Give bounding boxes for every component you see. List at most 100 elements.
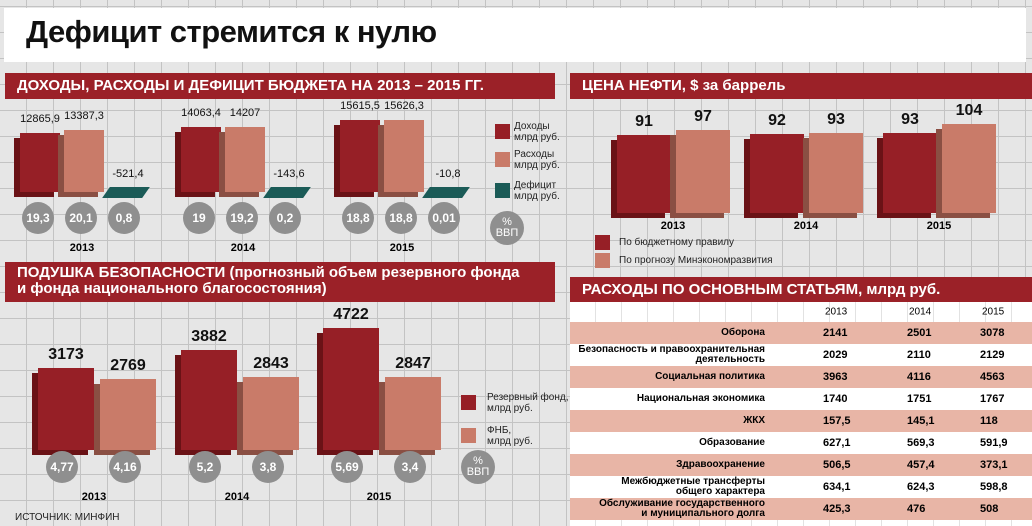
budget-year-label: 2014 <box>230 242 256 254</box>
row-label-line: Безопасность и правоохранительная <box>578 344 765 355</box>
table-cell-value: 4563 <box>980 371 1005 383</box>
legend-name: Расходы <box>514 149 555 160</box>
budget-bar-expenses-2015 <box>384 120 424 192</box>
legend-unit: млрд руб. <box>514 132 560 143</box>
oil-value-label: 104 <box>955 102 983 120</box>
budget-value-label: 14063,4 <box>181 107 221 120</box>
table-cell-value: 634,1 <box>823 481 851 493</box>
reserve-header-line1: ПОДУШКА БЕЗОПАСНОСТИ (прогнозный объем р… <box>17 264 520 281</box>
table-cell-value: 1751 <box>907 393 932 405</box>
row-label-line: Межбюджетные трансферты <box>621 476 765 487</box>
row-label-line: Образование <box>699 437 765 448</box>
table-cell-value: 1767 <box>980 393 1005 405</box>
expenses-table: 2013 2014 2015 Оборона 2141 2501 3078 Безопасно… <box>570 302 1032 526</box>
table-column-header: 2015 <box>982 306 1005 318</box>
budget-gdp-circle: 0,8 <box>108 202 140 234</box>
reserve-bar-reserve-fund-2013 <box>38 368 94 450</box>
reserve-header: ПОДУШКА БЕЗОПАСНОСТИ (прогнозный объем р… <box>5 262 555 302</box>
table-row-label: Оборона <box>721 328 765 338</box>
budget-value-label: 14207 <box>229 106 261 119</box>
budget-bar-income-2013 <box>20 132 60 192</box>
budget-legend-label: Дефицит млрд руб. <box>514 180 560 202</box>
table-row-label: ЖКХ <box>743 416 765 426</box>
reserve-bar-reserve-fund-2014 <box>181 349 237 450</box>
gdp-label: ВВП <box>466 466 490 478</box>
row-label-line: и муниципального долга <box>641 508 765 519</box>
oil-year-label: 2014 <box>793 220 819 232</box>
expenses-header: РАСХОДЫ ПО ОСНОВНЫМ СТАТЬЯМ, млрд руб. <box>570 277 1032 302</box>
table-row-label: Межбюджетные трансферты общего характера <box>621 477 765 497</box>
reserve-gdp-circle: 3,8 <box>252 451 284 483</box>
table-row: Здравоохранение 506,5 457,4 373,1 <box>570 454 1032 476</box>
table-row-label: Национальная экономика <box>637 394 765 404</box>
table-cell-value: 508 <box>980 503 999 515</box>
table-cell-value: 624,3 <box>907 481 935 493</box>
table-cell-value: 1740 <box>823 393 848 405</box>
reserve-year-label: 2015 <box>366 491 392 503</box>
oil-bar-forecast-2013 <box>676 130 730 213</box>
legend-name: Резервный фонд, <box>487 392 569 403</box>
gdp-percent-badge: % ВВП <box>490 211 524 245</box>
row-label-line: ЖКХ <box>743 415 765 426</box>
table-cell-value: 591,9 <box>980 437 1008 449</box>
table-row: Безопасность и правоохранительная деятель… <box>570 344 1032 366</box>
budget-header: ДОХОДЫ, РАСХОДЫ И ДЕФИЦИТ БЮДЖЕТА НА 201… <box>5 73 555 99</box>
budget-gdp-circle: 18,8 <box>385 202 417 234</box>
reserve-legend-label: Резервный фонд, млрд руб. <box>487 392 568 414</box>
budget-legend-label: Расходы млрд руб. <box>514 149 560 171</box>
budget-value-label: -521,4 <box>112 168 144 180</box>
reserve-value-label: 2847 <box>395 354 431 372</box>
oil-bar-forecast-2015 <box>942 124 996 213</box>
legend-name: Доходы <box>514 121 550 132</box>
oil-value-label: 93 <box>827 111 845 129</box>
oil-bar-rule-2014 <box>750 134 804 213</box>
budget-legend-swatch <box>495 183 510 198</box>
page-title: Дефицит стремится к нулю <box>26 14 437 49</box>
table-row: Образование 627,1 569,3 591,9 <box>570 432 1032 454</box>
oil-value-label: 97 <box>694 108 712 126</box>
reserve-bar-fnb-2013 <box>100 378 156 450</box>
table-cell-value: 2501 <box>907 327 932 339</box>
reserve-bar-reserve-fund-2015 <box>323 328 379 450</box>
legend-name: Дефицит <box>514 180 557 191</box>
reserve-year-label: 2013 <box>81 491 107 503</box>
table-row: Оборона 2141 2501 3078 <box>570 322 1032 344</box>
table-cell-value: 2129 <box>980 349 1005 361</box>
table-cell-value: 425,3 <box>823 503 851 515</box>
budget-value-label: 15615,5 <box>340 100 380 113</box>
row-label-line: Здравоохранение <box>676 459 765 470</box>
budget-gdp-circle: 0,2 <box>269 202 301 234</box>
table-row: Социальная политика 3963 4116 4563 <box>570 366 1032 388</box>
budget-bar-deficit-2015 <box>422 187 470 198</box>
budget-bar-income-2015 <box>340 120 380 192</box>
reserve-bar-fnb-2015 <box>385 376 441 450</box>
row-label-line: Национальная экономика <box>636 393 765 404</box>
reserve-legend-swatch <box>461 395 476 410</box>
reserve-gdp-circle: 4,77 <box>46 451 78 483</box>
table-row: Обслуживание государственного и муниципал… <box>570 498 1032 520</box>
gdp-percent-sign: % <box>473 455 483 467</box>
oil-value-label: 92 <box>768 112 786 130</box>
oil-legend-label: По бюджетному правилу <box>619 237 734 248</box>
oil-legend-label: По прогнозу Минэкономразвития <box>619 255 773 266</box>
table-cell-value: 3963 <box>823 371 848 383</box>
budget-gdp-circle: 18,8 <box>342 202 374 234</box>
table-column-header: 2014 <box>909 306 932 318</box>
table-cell-value: 476 <box>907 503 926 515</box>
budget-gdp-circle: 19,3 <box>22 202 54 234</box>
gdp-percent-badge: % ВВП <box>461 450 495 484</box>
table-row-label: Образование <box>699 438 765 448</box>
gdp-label: ВВП <box>495 227 519 239</box>
row-label-line: Социальная политика <box>655 371 765 382</box>
budget-value-label: 12865,9 <box>20 112 60 125</box>
reserve-value-label: 3882 <box>191 327 227 345</box>
reserve-year-label: 2014 <box>224 491 250 503</box>
budget-year-label: 2015 <box>389 242 415 254</box>
table-row-label: Социальная политика <box>655 372 765 382</box>
table-row: ЖКХ 157,5 145,1 118 <box>570 410 1032 432</box>
table-cell-value: 2110 <box>907 349 931 361</box>
budget-gdp-circle: 20,1 <box>65 202 97 234</box>
legend-unit: млрд руб. <box>487 403 533 414</box>
legend-unit: млрд руб. <box>487 436 533 447</box>
budget-bar-deficit-2014 <box>263 187 311 198</box>
